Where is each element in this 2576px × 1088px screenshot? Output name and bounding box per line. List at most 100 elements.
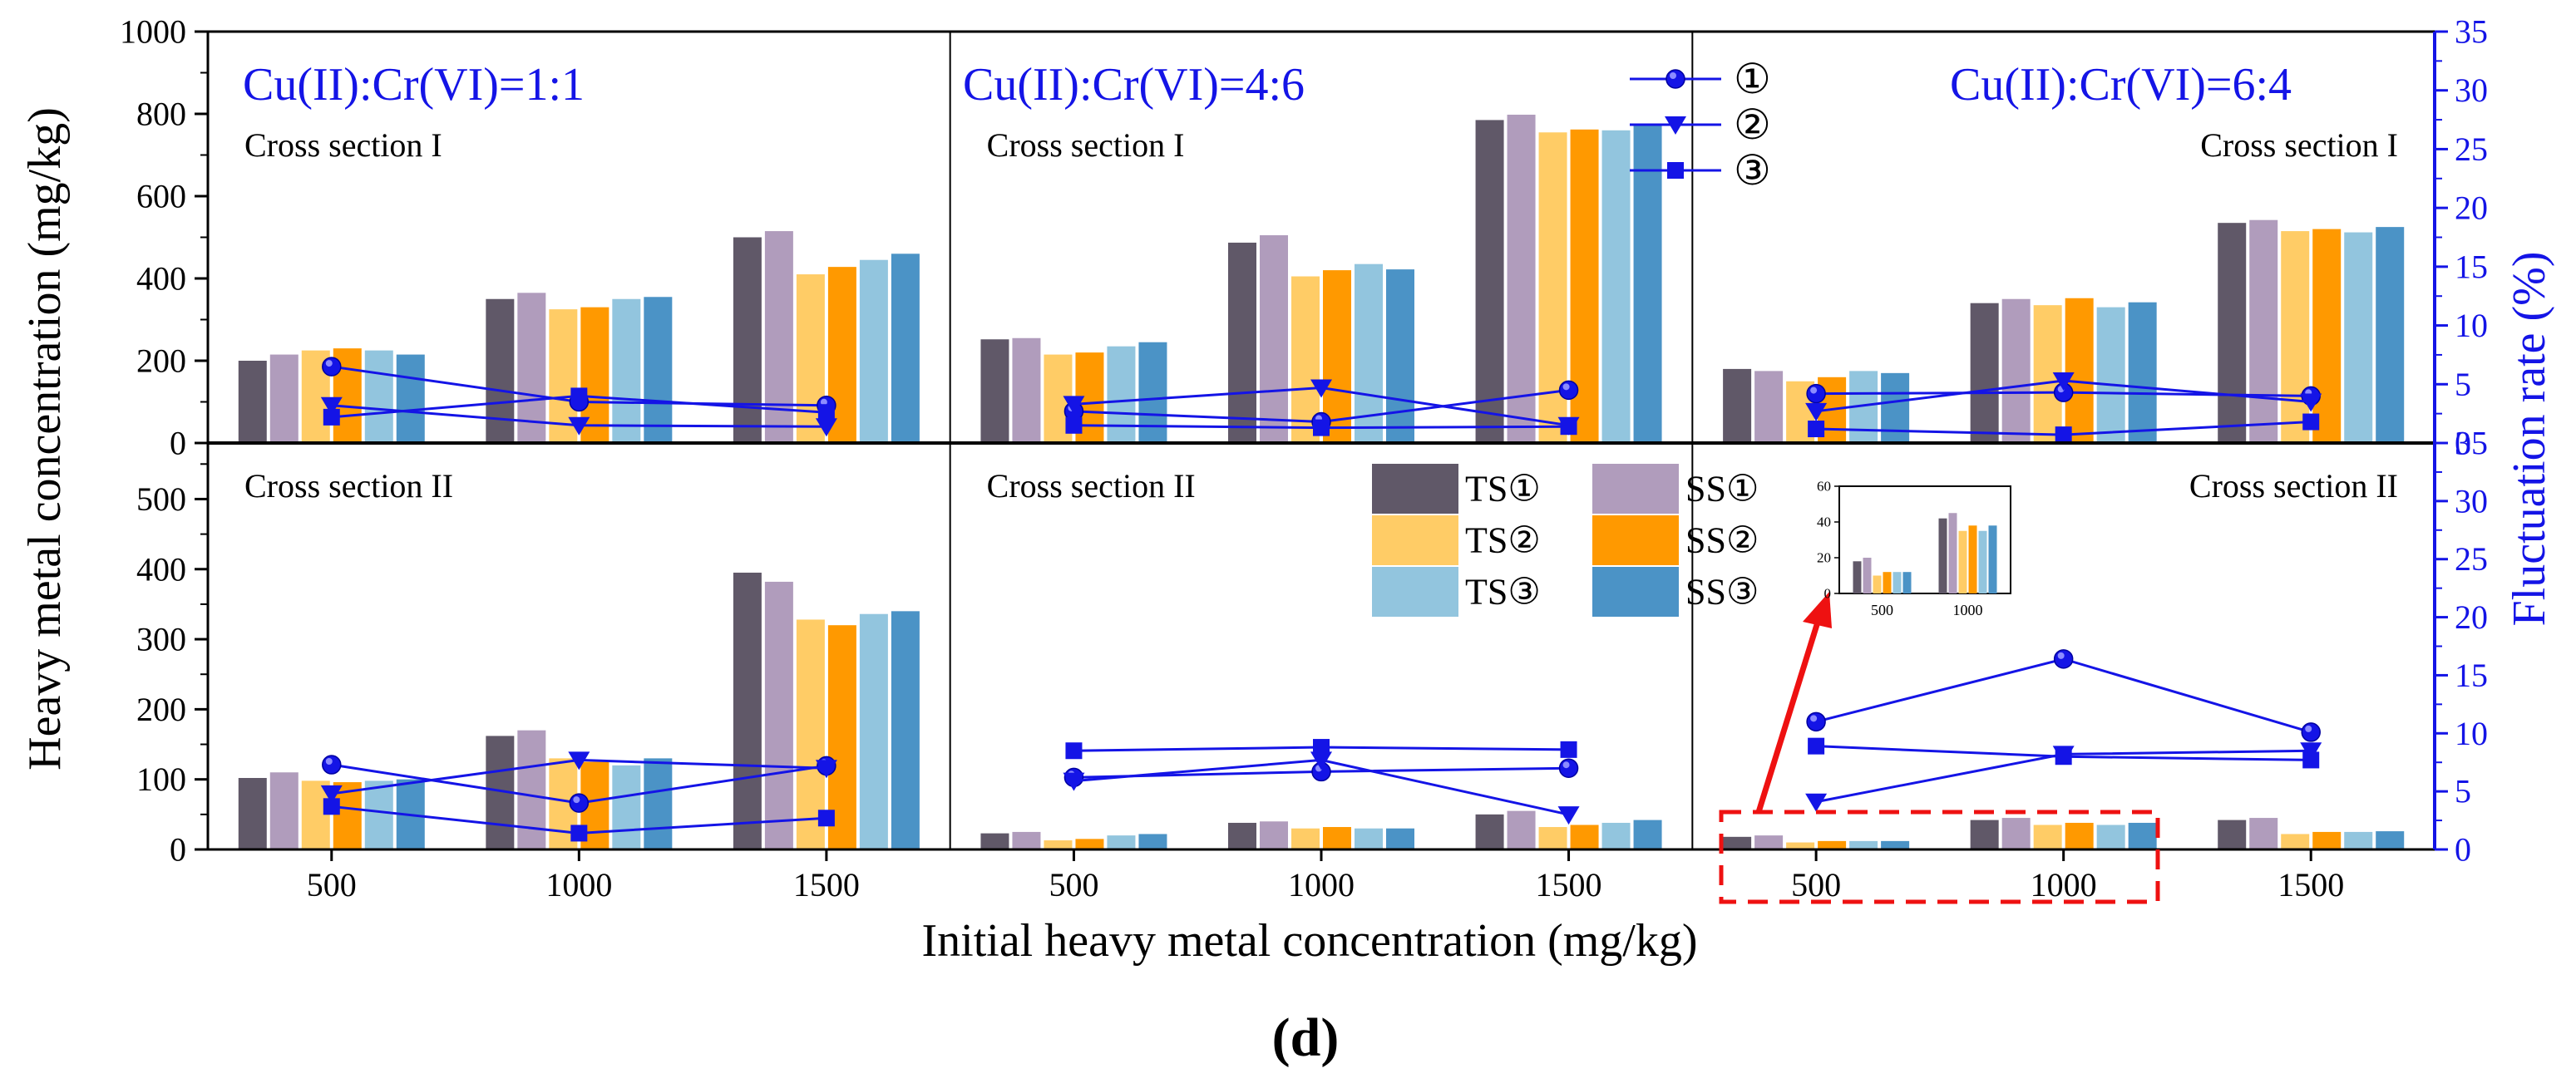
x-tick-label: 1000 xyxy=(2031,866,2097,903)
right-top-tick-label: 10 xyxy=(2455,307,2488,344)
bar-p3-top-c1-ts1 xyxy=(1723,368,1752,443)
right-top-tick-label: 25 xyxy=(2455,130,2488,168)
left-bottom-tick-label: 500 xyxy=(136,480,186,518)
fluct-point-p2-top-s3-c1 xyxy=(1065,416,1083,434)
bar-p1-top-c1-ss3 xyxy=(396,354,425,443)
fluct-point-p1-bottom-s3-c1 xyxy=(323,798,340,815)
bar-legend-label-3: TS② xyxy=(1465,520,1541,561)
inset-bar-c2-ts3 xyxy=(1978,530,1987,593)
fluct-point-p2-top-s3-c2 xyxy=(1313,419,1330,436)
section-label-top-1: Cross section I xyxy=(244,126,442,164)
bar-p3-bottom-c2-ts3 xyxy=(2096,825,2125,849)
bar-p2-top-c3-ss1 xyxy=(1507,114,1536,444)
left-top-tick-label: 600 xyxy=(136,178,186,215)
bar-p3-top-c3-ss2 xyxy=(2312,229,2342,443)
fluct-point-p1-bottom-s3-c3 xyxy=(817,810,835,827)
fluct-point-p1-top-s3-c1 xyxy=(323,408,340,426)
bar-p3-top-c1-ss3 xyxy=(1881,372,1910,443)
bar-p1-bottom-c3-ts1 xyxy=(733,572,762,849)
bar-legend-label-1: TS① xyxy=(1465,469,1541,510)
bar-p3-top-c3-ss1 xyxy=(2249,219,2278,443)
bar-p3-top-c3-ss3 xyxy=(2376,227,2405,443)
bar-p3-bottom-c1-ts2 xyxy=(1786,842,1815,849)
bar-p1-top-c2-ts1 xyxy=(486,298,515,443)
fluct-point-p3-bottom-s1-c1 xyxy=(1806,711,1826,732)
bar-p1-top-c3-ss1 xyxy=(764,231,793,443)
line-legend-marker-2 xyxy=(1665,116,1686,135)
inset-bar-c1-ts1 xyxy=(1853,561,1862,593)
line-legend-marker-1-shine xyxy=(1670,72,1676,79)
panel-ratio-title-3: Cu(II):Cr(VI)=6:4 xyxy=(1950,59,2292,111)
bar-p3-top-c3-ts2 xyxy=(2281,231,2310,443)
right-top-tick-label: 20 xyxy=(2455,190,2488,227)
bar-p1-bottom-c2-ss3 xyxy=(644,758,673,849)
fluct-point-p2-bottom-s2-c2 xyxy=(1310,751,1332,770)
x-tick-label: 1000 xyxy=(1288,866,1355,903)
inset-tick-label: 60 xyxy=(1817,479,1831,495)
fluct-point-p3-bottom-s1-c3-shine xyxy=(2305,725,2312,732)
right-bottom-tick-label: 10 xyxy=(2455,715,2488,752)
left-bottom-tick-label: 0 xyxy=(170,831,186,869)
bar-p1-bottom-c1-ss1 xyxy=(269,772,299,849)
figure-label: (d) xyxy=(1272,1007,1340,1068)
inset-tick-label: 40 xyxy=(1817,514,1831,530)
bar-legend-swatch-1 xyxy=(1372,464,1458,514)
section-label-top-3: Cross section I xyxy=(2200,126,2398,164)
bar-p2-bottom-c1-ss2 xyxy=(1075,839,1104,849)
left-bottom-tick-label: 200 xyxy=(136,691,186,728)
right-top-tick-label: 0 xyxy=(2455,425,2471,462)
bar-p2-bottom-c1-ts3 xyxy=(1107,835,1136,849)
fluct-point-p2-bottom-s3-c3 xyxy=(1560,741,1577,758)
right-top-tick-label: 35 xyxy=(2455,13,2488,51)
axes-frame xyxy=(195,30,2448,861)
fluct-point-p3-bottom-s3-c3 xyxy=(2302,751,2320,769)
bar-legend-swatch-2 xyxy=(1592,464,1679,514)
inset-bar-c1-ts3 xyxy=(1893,572,1902,593)
panel-ratio-title-1: Cu(II):Cr(VI)=1:1 xyxy=(243,59,585,111)
left-top-tick-label: 200 xyxy=(136,342,186,380)
left-top-tick-label: 800 xyxy=(136,96,186,133)
bar-p3-bottom-c2-ss2 xyxy=(2065,822,2094,849)
fluct-point-p1-bottom-s3-c2 xyxy=(570,825,588,842)
fluct-point-p3-top-s1-c1 xyxy=(1806,383,1826,404)
bar-p2-top-c2-ss2 xyxy=(1323,270,1351,443)
bar-p3-bottom-c3-ss2 xyxy=(2312,831,2342,849)
bar-p2-bottom-c3-ss3 xyxy=(1633,820,1662,849)
left-bottom-tick-label: 400 xyxy=(136,550,186,588)
bar-p2-bottom-c1-ts1 xyxy=(980,833,1009,849)
bar-p1-top-c2-ss3 xyxy=(644,297,673,443)
bar-p3-bottom-c2-ss1 xyxy=(2001,818,2031,849)
fluct-point-p3-top-s3-c3 xyxy=(2302,413,2320,431)
fluct-point-p1-bottom-s1-c2-shine xyxy=(573,796,580,804)
fluct-point-p2-bottom-s1-c3-shine xyxy=(1562,761,1570,769)
bar-p3-bottom-c1-ss3 xyxy=(1881,840,1910,849)
arrow-shaft xyxy=(1755,615,1823,814)
line-legend-label-2: ② xyxy=(1734,101,1771,148)
bar-legend-label-2: SS① xyxy=(1685,469,1759,510)
section-label-bottom-1: Cross section II xyxy=(244,467,453,505)
inset-bar-c2-ts2 xyxy=(1958,530,1967,593)
bar-p2-top-c3-ts3 xyxy=(1601,130,1631,444)
fluct-point-p1-top-s1-c3-shine xyxy=(820,398,827,406)
bar-p2-bottom-c2-ts3 xyxy=(1355,828,1383,849)
left-bottom-tick-label: 100 xyxy=(136,761,186,798)
bar-p1-bottom-c3-ss1 xyxy=(764,581,793,849)
fluct-point-p1-bottom-s2-c2 xyxy=(568,751,590,770)
fluct-point-p1-top-s2-c1 xyxy=(320,396,343,416)
bar-p2-bottom-c2-ss3 xyxy=(1386,828,1414,849)
bar-p1-top-c1-ts1 xyxy=(238,361,267,443)
left-top-tick-label: 400 xyxy=(136,260,186,298)
text-layer: 0200400600800100001002003004005000510152… xyxy=(19,13,2555,1069)
bar-p2-top-c1-ts3 xyxy=(1107,346,1136,443)
x-tick-label: 500 xyxy=(1791,866,1841,903)
bar-p2-top-c3-ss3 xyxy=(1633,124,1662,443)
fluct-point-p3-top-s1-c1-shine xyxy=(1810,386,1818,394)
fluct-point-p3-bottom-s1-c1-shine xyxy=(1810,715,1818,722)
line-legend-marker-3 xyxy=(1667,162,1684,179)
fluct-point-p2-top-s3-c3 xyxy=(1560,418,1577,436)
bar-p3-bottom-c3-ts1 xyxy=(2218,820,2247,849)
bar-p2-top-c2-ts1 xyxy=(1228,242,1256,443)
bar-p1-top-c1-ts3 xyxy=(364,350,393,443)
bar-p2-bottom-c3-ts1 xyxy=(1475,814,1504,849)
